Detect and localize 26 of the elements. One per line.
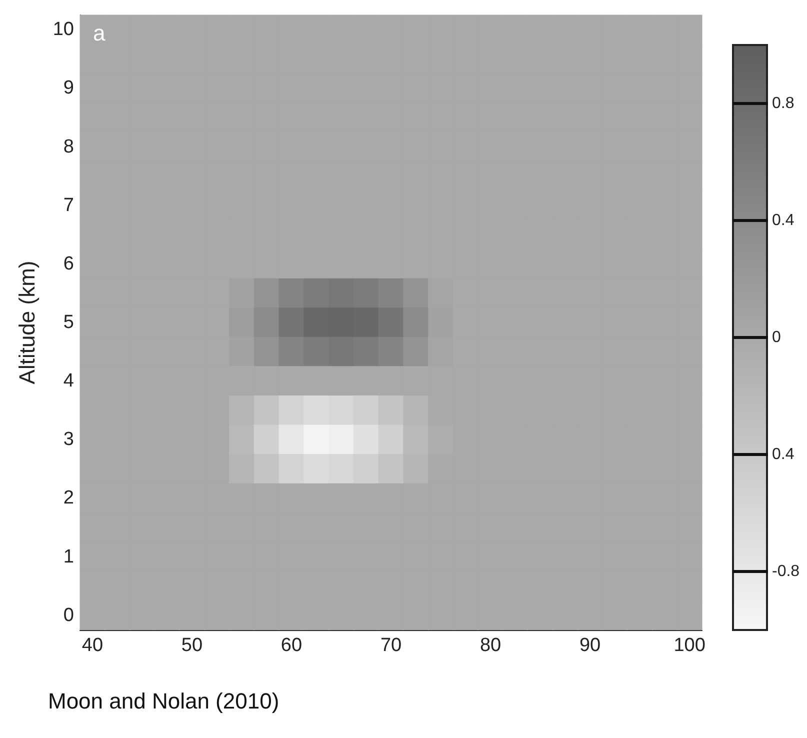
y-tick-label: 10 [52,19,74,40]
y-tick-label: 2 [63,488,74,509]
color-bar-label: -0.8 [772,563,800,580]
y-tick-label: 6 [63,253,74,274]
color-bar-label: 0.4 [772,446,794,463]
annotation: a [93,20,106,46]
x-tick-label: 100 [674,635,706,656]
color-bar-label: 0.8 [772,95,794,112]
x-tick-label: 40 [82,635,104,656]
y-tick-label: 7 [63,194,74,216]
x-tick-label: 60 [280,635,302,656]
y-tick-label: 3 [63,429,74,450]
y-tick-label: 9 [63,78,74,99]
color-bar-label: 0 [772,329,781,346]
color-bar-label: 0.4 [772,212,794,229]
y-tick-label: 0 [63,604,74,626]
text: Moon and Nolan (2010) [48,688,280,714]
x-tick-label: 80 [480,635,502,656]
y-axis-title: Altitude (km) [14,260,40,384]
x-tick-label: 70 [380,635,402,656]
y-tick-label: 5 [63,312,74,333]
y-tick-label: 8 [63,136,74,158]
y-tick-label: 1 [63,546,74,568]
y-tick-label: 4 [63,370,74,392]
x-tick-label: 90 [579,635,601,656]
x-tick-label: 50 [181,635,203,656]
